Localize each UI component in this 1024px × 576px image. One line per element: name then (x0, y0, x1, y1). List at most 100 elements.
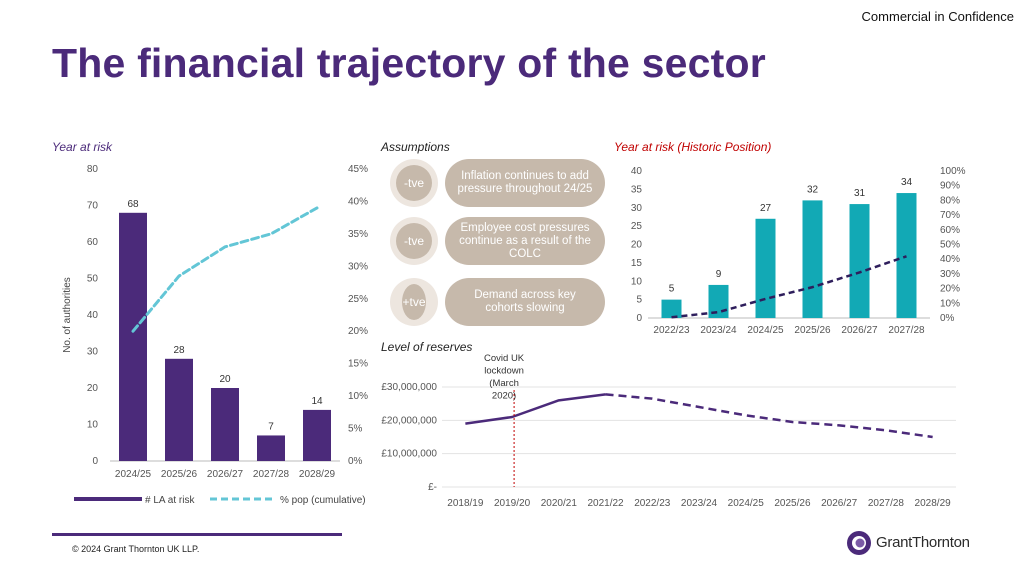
y-tick-label: £30,000,000 (381, 382, 437, 393)
y2-tick-label: 30% (348, 261, 368, 272)
y-tick-label: 40 (631, 166, 643, 177)
bar-data-label: 32 (807, 184, 819, 195)
y2-tick-label: 0% (348, 456, 363, 467)
confidentiality-label: Commercial in Confidence (861, 9, 1014, 24)
x-tick-label: 2022/23 (653, 325, 690, 336)
y-tick-label: 30 (87, 347, 99, 358)
y-tick-label: 20 (87, 383, 99, 394)
y2-tick-label: 5% (348, 424, 363, 435)
assumption-sign-circle: -tve (390, 217, 438, 265)
x-tick-label: 2025/26 (794, 325, 831, 336)
y-tick-label: £10,000,000 (381, 449, 437, 460)
bar (802, 200, 823, 318)
y-tick-label: 50 (87, 274, 99, 285)
year-at-risk-chart: 0 10 20 30 40 50 60 70 80 0% 5% 10% 15% 20% 25% 30% 35% 4… (62, 164, 368, 506)
y-tick-label: 80 (87, 164, 99, 175)
assumption-sign: -tve (396, 223, 432, 259)
assumption-text: Demand across key cohorts slowing (445, 278, 605, 326)
x-tick-label: 2027/28 (888, 325, 925, 336)
series-line-actual (465, 393, 606, 425)
y2-tick-label: 40% (348, 196, 368, 207)
logo-mark-icon (847, 531, 871, 555)
x-tick-label: 2027/28 (253, 469, 290, 480)
bar-data-label: 28 (173, 345, 185, 356)
legend-label: # LA at risk (145, 495, 195, 506)
bar-data-label: 5 (669, 284, 675, 295)
historic-position-chart: 0 5 10 15 20 25 30 35 40 0% 10% 20% 30% 40% 50% 60% 70% 8… (631, 166, 966, 336)
x-tick-label: 2028/29 (299, 469, 336, 480)
x-tick-label: 2024/25 (747, 325, 784, 336)
assumption-sign-circle: +tve (390, 278, 438, 326)
y2-tick-label: 80% (940, 195, 960, 206)
bar-data-label: 7 (268, 421, 274, 432)
grant-thornton-logo: GrantThornton (846, 530, 976, 556)
y2-tick-label: 0% (940, 313, 955, 324)
bar (165, 358, 193, 461)
y2-tick-label: 35% (348, 229, 368, 240)
historic-heading: Year at risk (Historic Position) (614, 140, 772, 154)
assumption-text: Employee cost pressures continue as a re… (445, 217, 605, 265)
bar (661, 299, 682, 318)
y2-tick-label: 20% (940, 284, 960, 295)
y2-tick-label: 20% (348, 326, 368, 337)
bar (896, 193, 917, 318)
assumption-sign: -tve (396, 165, 432, 201)
bar (119, 212, 147, 461)
x-tick-label: 2027/28 (868, 498, 905, 509)
logo-text: GrantThornton (876, 534, 970, 551)
y2-tick-label: 30% (940, 269, 960, 280)
x-tick-label: 2022/23 (634, 498, 671, 509)
x-tick-label: 2018/19 (447, 498, 484, 509)
bar (257, 435, 285, 461)
copyright: © 2024 Grant Thornton UK LLP. (72, 544, 200, 554)
y2-tick-label: 50% (940, 240, 960, 251)
y-tick-label: 30 (631, 203, 643, 214)
x-tick-label: 2028/29 (915, 498, 952, 509)
assumption-text: Inflation continues to add pressure thro… (445, 159, 605, 207)
bar (849, 204, 870, 318)
y-tick-label: 20 (631, 240, 643, 251)
series-line-forecast (605, 393, 933, 439)
x-tick-label: 2026/27 (207, 469, 244, 480)
y2-tick-label: 25% (348, 294, 368, 305)
x-tick-label: 2025/26 (774, 498, 811, 509)
bar (755, 218, 776, 318)
y-tick-label: 10 (631, 276, 643, 287)
x-tick-label: 2026/27 (821, 498, 858, 509)
assumption-sign-circle: -tve (390, 159, 438, 207)
annotation-label: Covid UK lockdown (March 2020) (484, 353, 525, 402)
x-tick-label: 2023/24 (700, 325, 737, 336)
assumptions-heading: Assumptions (381, 140, 450, 154)
year-at-risk-heading: Year at risk (52, 140, 113, 154)
x-tick-label: 2021/22 (587, 498, 624, 509)
assumption-item: -tve Employee cost pressures continue as… (390, 217, 606, 265)
y2-tick-label: 10% (940, 298, 960, 309)
y2-tick-label: 90% (940, 181, 960, 192)
y2-tick-label: 60% (940, 225, 960, 236)
y-tick-label: 5 (636, 295, 642, 306)
y2-tick-label: 70% (940, 210, 960, 221)
bar-data-label: 27 (760, 203, 772, 214)
bar-data-label: 34 (901, 177, 913, 188)
x-tick-label: 2024/25 (115, 469, 152, 480)
y-tick-label: 70 (87, 201, 99, 212)
bar-data-label: 14 (311, 396, 323, 407)
x-tick-label: 2019/20 (494, 498, 531, 509)
legend-label: % pop (cumulative) (280, 495, 366, 506)
y-tick-label: 0 (636, 313, 642, 324)
series-line (671, 255, 907, 319)
assumption-sign: +tve (402, 284, 426, 320)
x-tick-label: 2023/24 (681, 498, 718, 509)
bar-data-label: 9 (716, 269, 722, 280)
y2-tick-label: 40% (940, 254, 960, 265)
footer-rule (52, 533, 342, 536)
x-tick-label: 2026/27 (841, 325, 878, 336)
y-tick-label: 40 (87, 310, 99, 321)
y-axis-label: No. of authorities (62, 277, 73, 353)
page-title: The financial trajectory of the sector (52, 40, 766, 86)
y2-tick-label: 100% (940, 166, 966, 177)
y-tick-label: 35 (631, 184, 643, 195)
y2-tick-label: 10% (348, 391, 368, 402)
assumption-item: -tve Inflation continues to add pressure… (390, 159, 606, 207)
y2-tick-label: 45% (348, 164, 368, 175)
